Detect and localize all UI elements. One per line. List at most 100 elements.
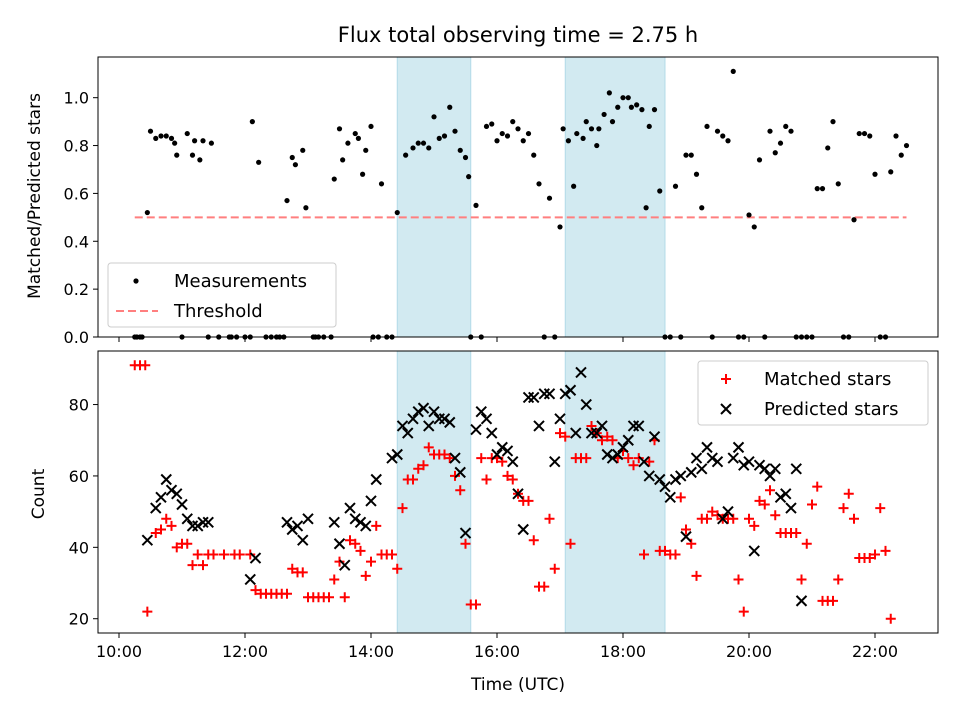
legend-label: Matched stars — [764, 369, 891, 390]
matched-star-point — [791, 528, 802, 539]
predicted-star-point — [459, 527, 472, 539]
predicted-star-point — [428, 405, 440, 418]
shaded-region — [396, 350, 472, 634]
measurement-point — [415, 140, 421, 146]
measurement-point — [292, 162, 298, 168]
matched-star-point — [460, 538, 471, 549]
predicted-star-point — [533, 420, 545, 432]
measurement-point — [777, 140, 784, 146]
matched-star-point — [423, 442, 434, 453]
measurement-point — [835, 181, 841, 187]
measurement-point — [340, 157, 346, 163]
predicted-star-point — [543, 388, 556, 400]
predicted-star-point — [706, 452, 718, 464]
predicted-star-point — [496, 441, 508, 454]
predicted-star-point — [738, 459, 750, 471]
measurement-point — [147, 128, 154, 134]
measurement-point — [615, 104, 621, 110]
matched-star-point — [681, 524, 691, 535]
measurement-point — [352, 130, 358, 137]
matched-star-point — [245, 549, 256, 560]
measurement-point — [494, 138, 500, 144]
predicted-star-point — [512, 488, 524, 500]
matched-star-point — [523, 495, 534, 506]
x-tick-label: 10:00 — [96, 642, 142, 661]
measurement-point — [788, 128, 794, 134]
predicted-star-point — [150, 502, 162, 514]
measurement-point — [704, 123, 710, 130]
predicted-star-point — [417, 402, 430, 414]
predicted-star-point — [585, 427, 598, 439]
matched-star-point — [360, 570, 371, 581]
predicted-star-point — [627, 420, 640, 432]
x-tick-label: 12:00 — [222, 642, 268, 661]
predicted-star-point — [391, 448, 403, 461]
legend-label: Threshold — [173, 301, 263, 322]
measurement-point — [189, 152, 196, 158]
measurement-point — [783, 123, 789, 130]
predicted-star-point — [753, 459, 766, 471]
matched-star-point — [870, 549, 880, 560]
legend: Matched stars Predicted stars — [697, 360, 929, 426]
x-tick-label: 18:00 — [600, 642, 646, 661]
measurement-point — [657, 188, 663, 194]
measurement-point — [571, 183, 577, 189]
predicted-star-point — [780, 488, 792, 500]
measurement-point — [601, 111, 607, 118]
measurement-point — [510, 119, 516, 125]
predicted-star-point — [155, 491, 167, 504]
legend-frame — [107, 262, 337, 328]
matched-star-point — [324, 592, 334, 603]
matched-star-point — [707, 506, 718, 517]
measurement-point — [504, 133, 511, 139]
predicted-star-point — [449, 452, 461, 464]
matched-star-point — [885, 613, 896, 624]
predicted-star-point — [764, 470, 776, 482]
chart-title: Flux total observing time = 2.75 h — [338, 23, 698, 47]
measurement-point — [639, 107, 645, 113]
predicted-star-point — [696, 463, 708, 475]
data-points — [129, 68, 910, 624]
matched-star-point — [287, 563, 298, 574]
matched-star-point — [623, 453, 634, 464]
measurement-point — [284, 197, 290, 204]
matched-star-point — [670, 549, 681, 560]
matched-star-point — [234, 549, 245, 560]
predicted-star-point — [328, 516, 340, 529]
predicted-star-point — [790, 463, 802, 475]
matched-star-point — [355, 545, 366, 556]
y-tick-label: 0.8 — [64, 137, 89, 156]
measurement-point — [452, 128, 458, 134]
measurement-point — [628, 104, 635, 110]
measurement-point — [410, 145, 416, 151]
measurement-point — [536, 181, 542, 187]
measurement-point — [531, 152, 537, 158]
y-tick-label: 40 — [69, 538, 89, 557]
predicted-star-point — [192, 520, 204, 532]
matched-star-point — [198, 560, 208, 571]
measurement-point — [345, 140, 351, 146]
measurement-point — [872, 171, 878, 177]
predicted-star-point — [601, 448, 613, 461]
measurement-point — [767, 128, 773, 134]
matched-star-point — [581, 453, 592, 464]
matched-star-point — [528, 535, 539, 546]
measurement-point — [515, 126, 521, 132]
y-tick-label: 20 — [69, 610, 89, 629]
legend: Measurements Threshold — [107, 262, 337, 328]
measurement-point — [525, 130, 532, 137]
predicted-star-point — [591, 427, 603, 439]
measurement-point — [893, 133, 899, 139]
predicted-star-point — [396, 420, 409, 432]
predicted-star-point — [606, 452, 619, 464]
matched-star-point — [297, 567, 308, 578]
y-tick-label: 0.4 — [64, 232, 89, 251]
measurement-point — [200, 138, 206, 144]
predicted-star-point — [522, 391, 535, 404]
matched-star-point — [691, 570, 702, 581]
measurement-point — [163, 133, 169, 139]
measurement-point — [403, 152, 409, 158]
legends: Measurements Threshold Matched stars Predic… — [107, 262, 929, 426]
matched-star-point — [728, 513, 739, 524]
matched-star-point — [502, 470, 513, 481]
